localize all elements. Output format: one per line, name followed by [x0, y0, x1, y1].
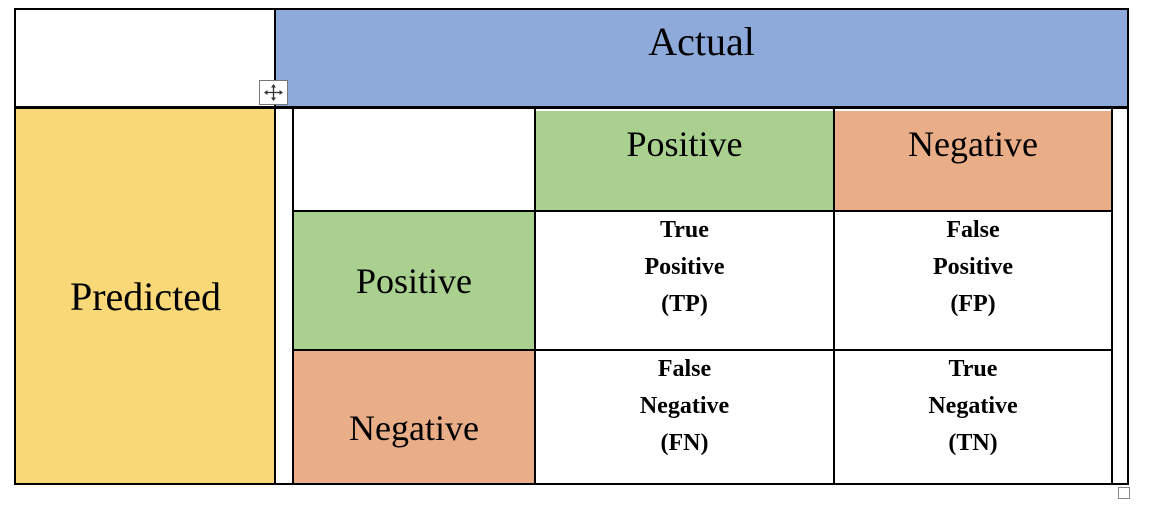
- cell-false-negative: False Negative (FN): [536, 351, 833, 483]
- cell-true-positive: True Positive (TP): [536, 212, 833, 349]
- row-divider-1: [292, 210, 1113, 212]
- cell-text-line: False: [946, 217, 1000, 243]
- column-divider-1: [534, 109, 536, 485]
- cell-text-line: (FN): [660, 430, 709, 456]
- column-header-positive: Positive: [536, 111, 833, 210]
- row-header-negative: Negative: [294, 351, 534, 483]
- cell-text-line: Negative: [928, 393, 1018, 419]
- cell-text-line: False: [657, 356, 712, 382]
- inner-right-line: [1111, 109, 1113, 485]
- predicted-label: Predicted: [69, 273, 222, 319]
- row-positive-label: Positive: [355, 260, 472, 301]
- cell-text-line: True: [660, 217, 709, 243]
- cell-text-line: Negative: [639, 393, 730, 419]
- cell-text-line: Positive: [644, 254, 725, 280]
- cell-text-line: (TN): [948, 430, 998, 456]
- column-divider-2: [833, 109, 835, 485]
- actual-header: Actual: [276, 10, 1127, 107]
- cell-text-line: (FP): [950, 291, 996, 317]
- cell-text-line: True: [948, 356, 998, 382]
- resize-handle-icon[interactable]: [1118, 487, 1130, 499]
- cell-text-line: (TP): [661, 291, 708, 317]
- row-header-positive: Positive: [294, 212, 534, 349]
- inner-left-line: [292, 109, 294, 485]
- row-divider-2: [292, 349, 1113, 351]
- cell-true-negative: True Negative (TN): [835, 351, 1111, 483]
- predicted-side: Predicted: [16, 109, 275, 483]
- predicted-divider-line: [274, 8, 276, 485]
- column-negative-label: Negative: [908, 124, 1038, 164]
- cell-false-positive: False Positive (FP): [835, 212, 1111, 349]
- header-divider-line: [14, 106, 1129, 109]
- column-positive-label: Positive: [626, 124, 743, 164]
- move-arrows-icon[interactable]: [259, 80, 288, 105]
- actual-label: Actual: [648, 19, 755, 64]
- column-header-negative: Negative: [835, 111, 1111, 210]
- confusion-matrix-table: [14, 8, 1129, 485]
- row-negative-label: Negative: [349, 408, 479, 448]
- cell-text-line: Positive: [933, 254, 1013, 280]
